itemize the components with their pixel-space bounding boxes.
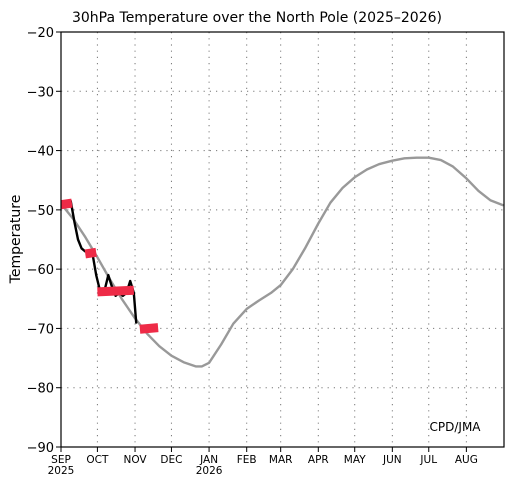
y-tick-label: −60: [27, 263, 54, 278]
x-tick-label: SEP: [51, 454, 71, 466]
period-mean-bar: [61, 198, 73, 210]
y-tick-label: −40: [27, 145, 54, 160]
x-tick-label: DEC: [160, 454, 182, 466]
x-tick-label: MAR: [269, 454, 293, 466]
y-tick-label: −90: [27, 441, 54, 456]
x-tick-label: JAN: [199, 454, 218, 466]
x-tick-label: NOV: [123, 454, 147, 466]
y-tick-label: −70: [27, 322, 54, 337]
series-line-climatology: [61, 156, 504, 368]
y-tick-label: −80: [27, 382, 54, 397]
x-tick-year: 2025: [48, 465, 75, 477]
y-tick-label: −20: [27, 26, 54, 41]
x-tick-label: MAY: [344, 454, 366, 466]
y-tick-label: −50: [27, 204, 54, 219]
grid-lines: [61, 32, 504, 447]
y-tick-label: −30: [27, 85, 54, 100]
x-tick-label: AUG: [455, 454, 478, 466]
period-mean-bar: [84, 247, 97, 259]
source-annotation: CPD/JMA: [430, 420, 482, 434]
x-tick-label: JUN: [382, 454, 402, 466]
plot-area: [61, 156, 504, 368]
chart-title: 30hPa Temperature over the North Pole (2…: [72, 10, 442, 26]
x-tick-label: APR: [308, 454, 329, 466]
plot-frame: [60, 31, 505, 448]
x-tick-label: FEB: [237, 454, 257, 466]
x-tick-year: 2026: [196, 465, 223, 477]
period-mean-bar: [97, 285, 135, 297]
x-tick-label: JUL: [419, 454, 437, 466]
y-axis: −20 −30 −40 −50 −60 −70 −80 −90: [27, 26, 61, 456]
y-axis-label: Temperature: [8, 195, 24, 285]
x-tick-label: OCT: [86, 454, 109, 466]
period-mean-bar: [139, 323, 159, 334]
